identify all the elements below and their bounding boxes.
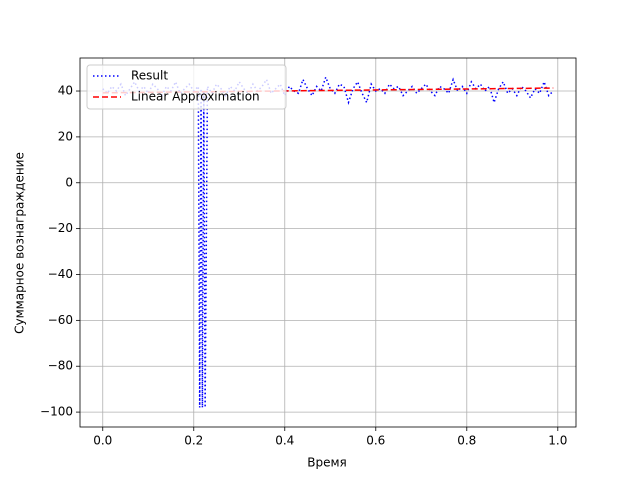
x-tick-label: 0.4: [275, 434, 294, 448]
legend: Result Linear Approximation: [86, 64, 287, 110]
x-tick-label: 0.0: [93, 434, 112, 448]
y-tick-label: −100: [40, 405, 73, 419]
y-tick-label: 0: [65, 175, 73, 189]
y-tick-label: −20: [48, 221, 73, 235]
legend-label: Linear Approximation: [131, 90, 260, 104]
x-tick-label: 0.2: [184, 434, 203, 448]
y-tick-label: 20: [58, 129, 73, 143]
y-tick-label: −40: [48, 267, 73, 281]
plot-frame: [79, 57, 577, 428]
data-line: [102, 75, 554, 408]
x-tick-label: 0.8: [457, 434, 476, 448]
y-tick-label: 40: [58, 84, 73, 98]
legend-box: [86, 64, 287, 110]
legend-label: Result: [131, 69, 168, 83]
y-tick-label: −80: [48, 359, 73, 373]
y-axis-label: Суммарное вознаграждение: [13, 152, 27, 334]
y-tick-label: −60: [48, 313, 73, 327]
x-tick-label: 1.0: [548, 434, 567, 448]
x-tick-label: 0.6: [366, 434, 385, 448]
x-axis-label: Время: [307, 456, 347, 470]
